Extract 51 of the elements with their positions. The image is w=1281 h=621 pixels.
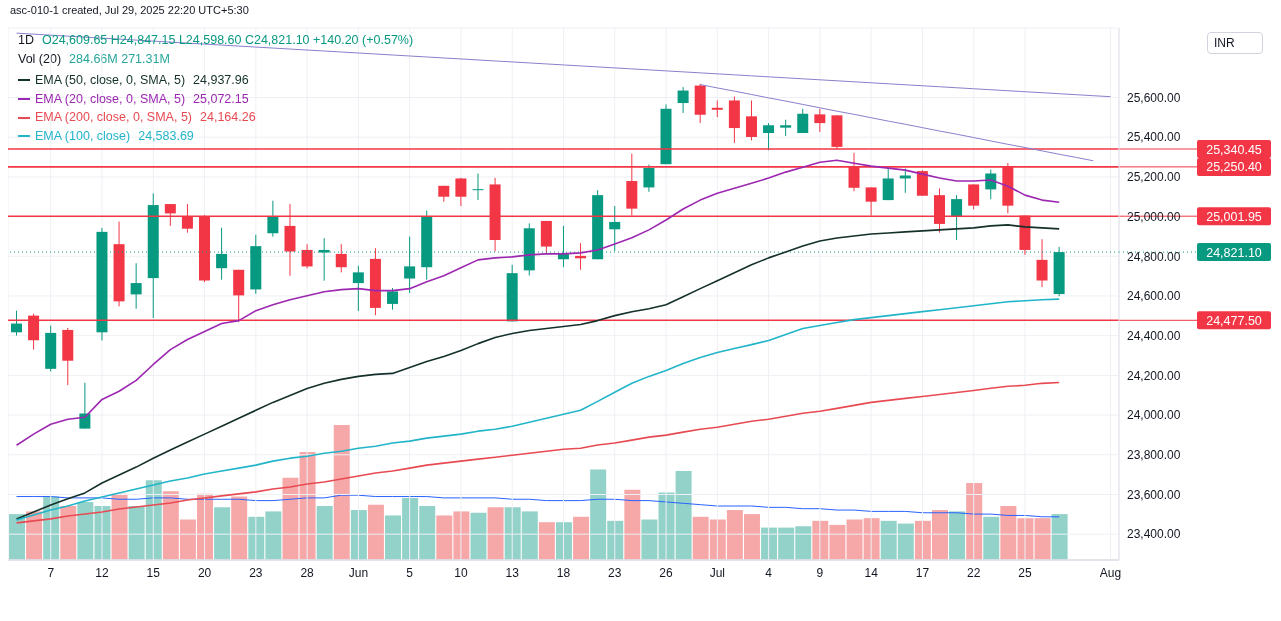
x-tick-label: Jul <box>709 565 725 580</box>
x-tick-label: 13 <box>505 565 520 580</box>
chart-title: 1D <box>18 33 34 47</box>
text: Vol (20) <box>18 52 62 66</box>
y-tick-label: 24,600.00 <box>1127 289 1181 304</box>
x-tick-label: 7 <box>47 565 55 580</box>
y-tick-label: 24,800.00 <box>1127 249 1181 264</box>
x-tick-label: 17 <box>915 565 930 580</box>
ref-line-label: 25,001.95 <box>1206 209 1262 224</box>
text: asc-010-1 created, Jul 29, 2025 22:20 UTC+5:30 <box>10 4 249 16</box>
x-tick-label: 18 <box>556 565 571 580</box>
x-tick-label: 20 <box>197 565 212 580</box>
x-tick-label: 14 <box>864 565 879 580</box>
chart-subtitle: O24,609.65 H24,847.15 L24,598.60 C24,821.10 +140.20 (+0.57%) <box>41 33 414 47</box>
y-tick-label: 25,600.00 <box>1127 90 1181 105</box>
x-tick-label: 28 <box>300 565 315 580</box>
legend-label: EMA (100, close) <box>35 128 131 146</box>
x-tick-label: 10 <box>454 565 468 580</box>
x-tick-label: 23 <box>249 565 263 580</box>
annotation: 24,583.69 <box>138 128 194 146</box>
x-tick-label: 9 <box>816 565 824 580</box>
y-tick-label: 23,400.00 <box>1127 527 1181 542</box>
legend-label: EMA (200, close, 0, SMA, 5) <box>35 109 193 127</box>
x-tick-label: 26 <box>659 565 674 580</box>
legend-label: EMA (20, close, 0, SMA, 5) <box>35 90 186 108</box>
y-tick-label: 25,200.00 <box>1127 170 1181 185</box>
legend-label: EMA (50, close, 0, SMA, 5) <box>35 72 186 89</box>
annotation: 24,164.26 <box>200 109 256 127</box>
x-tick-label: 22 <box>967 565 981 580</box>
x-tick-label: Aug <box>1099 565 1122 580</box>
annotation: 284.66M 271.31M <box>69 52 170 66</box>
x-tick-label: 4 <box>765 565 773 580</box>
annotation: 25,072.15 <box>193 90 249 108</box>
ref-line-label: 25,340.45 <box>1206 142 1262 157</box>
y-tick-label: 24,000.00 <box>1127 408 1181 423</box>
y-tick-label: 24,200.00 <box>1127 368 1181 383</box>
ref-line-label: 24,821.10 <box>1206 245 1262 260</box>
x-tick-label: 15 <box>146 565 161 580</box>
x-tick-label: 23 <box>608 565 622 580</box>
ref-line-label: 24,477.50 <box>1206 313 1262 328</box>
y-tick-label: 23,800.00 <box>1127 448 1181 463</box>
x-tick-label: 25 <box>1018 565 1032 580</box>
ref-line-label: 25,250.40 <box>1206 160 1262 175</box>
y-tick-label: 24,400.00 <box>1127 328 1181 343</box>
x-tick-label: Jun <box>348 565 369 580</box>
y-tick-label: 25,400.00 <box>1127 130 1181 145</box>
annotation: 24,937.96 <box>193 72 249 89</box>
x-tick-label: 12 <box>95 565 109 580</box>
y-tick-label: 23,600.00 <box>1127 487 1181 502</box>
currency-box: INR <box>1207 32 1263 54</box>
x-tick-label: 5 <box>406 565 414 580</box>
